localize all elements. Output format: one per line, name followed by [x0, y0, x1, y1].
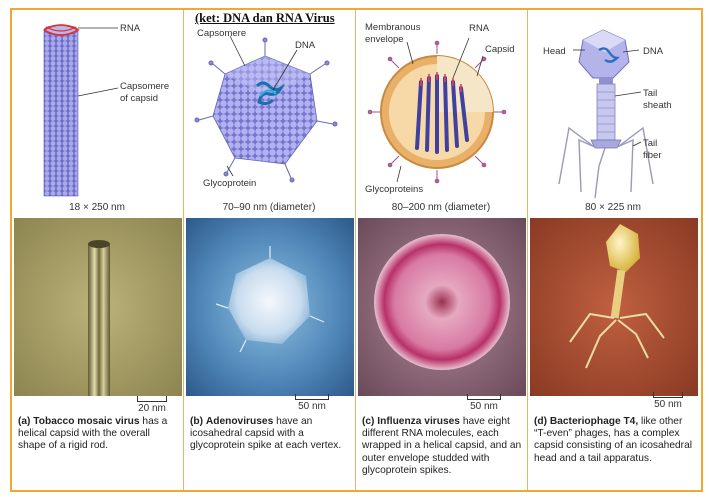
label-glycoproteins: Glycoproteins [365, 184, 423, 195]
figure-title: (ket: DNA dan RNA Virus [195, 11, 335, 25]
label-tail: Tail [643, 138, 657, 149]
caption-text: has a helical capsid with the overall sh… [18, 416, 168, 452]
size-label: 80–200 nm (diameter) [391, 202, 491, 213]
label-membranous: Membranous [365, 22, 421, 33]
caption-a: (a) Tobacco mosaic virus has a helical c… [18, 416, 178, 453]
rna-helix [43, 24, 80, 36]
influenza-illustration: Membranous envelope RNA Capsid Glycoprot… [365, 22, 515, 195]
label-envelope: envelope [365, 34, 404, 45]
bacteriophage-micrograph [530, 218, 698, 396]
label-head: Head [543, 46, 566, 57]
caption-text: like other “T-even” phages, has a comple… [534, 416, 693, 464]
label-tail: Tail [643, 88, 657, 99]
label-capsomere: Capsomere [120, 81, 169, 92]
icosahedral-capsid [212, 55, 318, 165]
caption-bold: Adenoviruses [205, 416, 274, 427]
tmv-micrograph [14, 218, 182, 396]
influenza-micrograph [358, 218, 526, 396]
caption-bold: Influenza viruses [377, 416, 460, 427]
label-fiber: fiber [643, 150, 661, 161]
label-glycoprotein: Glycoprotein [203, 178, 256, 189]
label-capsomere: Capsomere [197, 28, 246, 39]
tail-fibers [558, 126, 654, 199]
scale-bar: 50 nm [290, 394, 334, 412]
caption-d: (d) Bacteriophage T4, like other “T-even… [534, 416, 694, 465]
caption-c: (c) Influenza viruses have eight differe… [362, 416, 522, 477]
scale-label: 50 nm [470, 401, 498, 412]
adenovirus-illustration: Capsomere DNA Glycoprotein [194, 28, 338, 189]
caption-text: have an icosahedral capsid with a glycop… [190, 416, 342, 452]
scale-label: 50 nm [298, 401, 326, 412]
column-divider [183, 10, 184, 490]
caption-letter: (a) [18, 416, 31, 427]
caption-text: have eight different RNA molecules, each… [362, 416, 522, 476]
label-rna: RNA [469, 23, 490, 34]
label-of-capsid: of capsid [120, 93, 158, 104]
phage-dna [598, 47, 620, 63]
scale-bar: 20 nm [132, 396, 172, 414]
caption-letter: (c) [362, 416, 375, 427]
label-capsid: Capsid [485, 44, 515, 55]
label-dna: DNA [643, 46, 664, 57]
label-sheath: sheath [643, 100, 672, 111]
size-label: 80 × 225 nm [585, 202, 641, 213]
column-divider [355, 10, 356, 490]
label-rna: RNA [120, 23, 141, 34]
column-divider [527, 10, 528, 490]
tmv-illustration: RNA Capsomere of capsid [43, 23, 169, 197]
caption-letter: (d) [534, 416, 548, 427]
label-dna: DNA [295, 40, 316, 51]
size-label: 18 × 250 nm [69, 202, 125, 213]
figure-frame [10, 8, 703, 492]
scale-bar: 50 nm [462, 394, 506, 412]
adenovirus-micrograph [186, 218, 354, 396]
rna-capsids [415, 74, 469, 154]
caption-letter: (b) [190, 416, 204, 427]
caption-bold: Bacteriophage T4, [549, 416, 639, 427]
scale-bar: 50 nm [648, 392, 688, 410]
capsid-rod [43, 29, 79, 197]
caption-bold: Tobacco mosaic virus [33, 416, 140, 427]
scale-label: 20 nm [138, 403, 166, 414]
scale-label: 50 nm [654, 399, 682, 410]
glycoprotein-spikes [194, 37, 338, 183]
size-label: 70–90 nm (diameter) [222, 202, 316, 213]
caption-b: (b) Adenoviruses have an icosahedral cap… [190, 416, 350, 453]
bacteriophage-illustration: Head DNA Tail sheath Tail fiber [543, 29, 672, 199]
